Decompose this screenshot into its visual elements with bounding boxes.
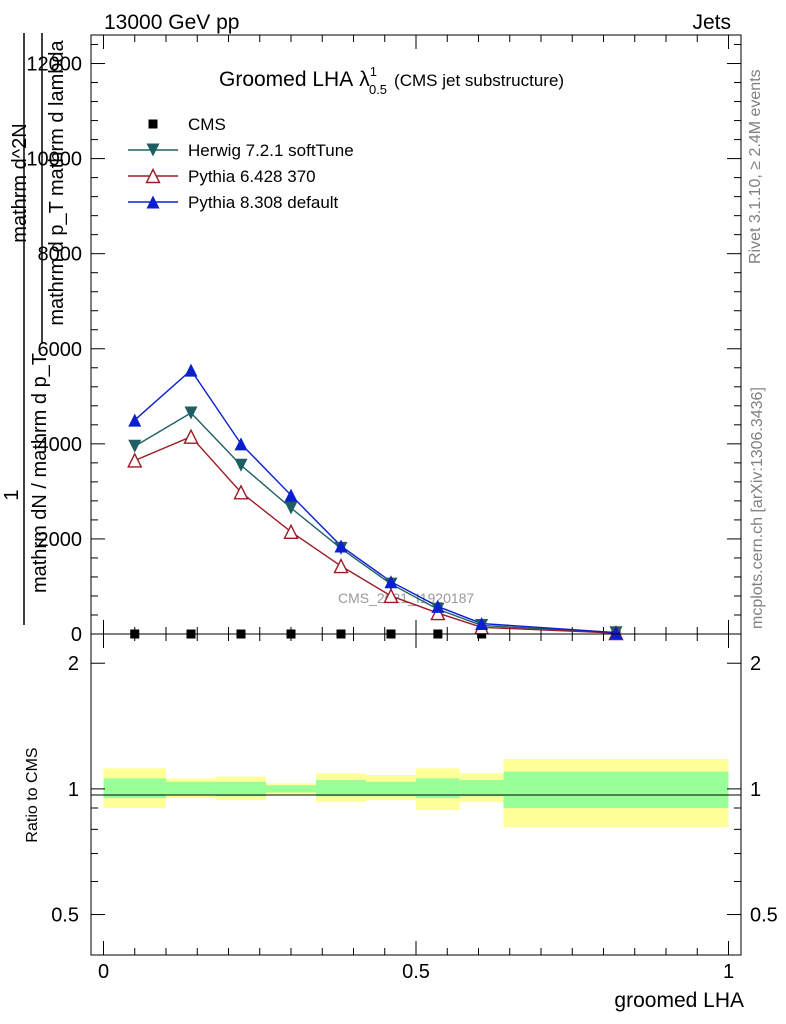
ratio-stat-band: [416, 778, 460, 799]
x-axis-label: groomed LHA: [614, 989, 744, 1012]
plot-title-sup: 1: [370, 64, 377, 79]
ratio-panel-frame: [90, 633, 742, 956]
ratio-stat-band: [503, 771, 729, 808]
series-1-point: [234, 458, 248, 472]
ratio-y-tick-label-right: 2: [750, 653, 761, 675]
series-3-point: [284, 488, 298, 502]
legend-marker: [146, 143, 160, 157]
ratio-stat-band: [166, 781, 216, 795]
series-2-point: [233, 484, 249, 500]
ratio-y-tick-label: 2: [68, 653, 79, 675]
main-y-tick-label: 4000: [38, 434, 83, 456]
series-2-point: [283, 523, 299, 539]
series-3-point: [334, 539, 348, 553]
ylabel-denominator-outer: mathrm dN / mathrm d p_T: [29, 353, 51, 593]
main-y-tick-label: 10000: [26, 149, 82, 171]
x-tick-label: 0.5: [402, 961, 430, 983]
legend-label: Pythia 6.428 370: [188, 167, 316, 186]
ratio-stat-band: [266, 785, 316, 793]
ylabel-numerator: mathrm d^2N: [9, 123, 31, 242]
analysis-category: Jets: [692, 11, 731, 34]
ratio-stat-band: [216, 781, 266, 797]
ratio-y-tick-label: 1: [68, 779, 79, 801]
ratio-stat-band: [316, 780, 366, 797]
ratio-y-tick-labels: 0.5 0.5 1 1 2 2: [51, 653, 778, 926]
legend-marker: [145, 167, 161, 184]
x-tick-label: 1: [723, 961, 734, 983]
legend-marker: [146, 195, 160, 209]
series-3-point: [384, 575, 398, 589]
series-3-point: [128, 413, 142, 427]
main-y-tick-label: 12000: [26, 54, 82, 76]
legend-label: Pythia 8.308 default: [188, 193, 339, 212]
plot-title: Groomed LHA λ1 0.5 (CMS jet substructure): [219, 64, 564, 97]
series-3-point: [184, 363, 198, 377]
series-2-point: [383, 587, 399, 604]
legend: CMS Herwig 7.2.1 softTune Pythia 6.428 370…: [128, 115, 354, 212]
main-y-tick-label: 6000: [38, 339, 83, 361]
ratio-y-tick-label: 0.5: [51, 905, 79, 927]
series-2-point: [333, 557, 349, 574]
ratio-y-tick-label-right: 0.5: [750, 905, 778, 927]
plot-title-suffix: (CMS jet substructure): [394, 71, 564, 90]
legend-marker: [148, 119, 158, 129]
series-1-point: [284, 501, 298, 515]
plot-title-sub: 0.5: [369, 82, 387, 97]
ratio-axis-ticks: [91, 662, 741, 956]
main-y-tick-label: 2000: [38, 529, 83, 551]
series-1-point: [128, 439, 142, 453]
series-2-point: [430, 605, 446, 621]
plot-title-lambda: λ: [359, 68, 370, 91]
series-1-point: [184, 406, 198, 420]
main-ylabel: 1 mathrm d^2N mathrm dN / mathrm d p_T m…: [1, 33, 68, 625]
ratio-stat-band: [103, 778, 166, 799]
series-3-point: [475, 617, 489, 631]
series-3-point: [431, 599, 445, 613]
x-tick-labels: 0 0.5 1: [98, 961, 734, 983]
collision-label: 13000 GeV pp: [104, 11, 239, 34]
series-3-point: [234, 437, 248, 451]
main-y-tick-label: 0: [71, 624, 82, 646]
ylabel-denominator-inner: mathrm d p_T mathrm d lambda: [46, 39, 68, 325]
main-y-tick-labels: 0 2000 4000 6000 8000 10000 12000: [26, 54, 82, 646]
mcplots-credit-label: mcplots.cern.ch [arXiv:1306.3436]: [749, 387, 766, 629]
ratio-y-tick-label-right: 1: [750, 779, 761, 801]
plot-title-main: Groomed LHA: [219, 68, 353, 91]
series-2-point: [183, 428, 199, 444]
main-axis-ticks: [91, 35, 741, 955]
ratio-stat-band: [366, 781, 416, 797]
ratio-uncertainty-bands: [103, 758, 729, 828]
legend-label: Herwig 7.2.1 softTune: [188, 141, 354, 160]
series-3-point: [609, 626, 623, 640]
ylabel-one: 1: [1, 489, 23, 500]
ratio-ylabel: Ratio to CMS: [24, 747, 41, 842]
main-y-tick-label: 8000: [38, 244, 83, 266]
x-tick-label: 0: [98, 961, 109, 983]
analysis-watermark: CMS_2021_I1920187: [338, 590, 474, 606]
rivet-version-label: Rivet 3.1.10, ≥ 2.4M events: [747, 69, 764, 264]
series-2-point: [127, 452, 143, 468]
legend-label: CMS: [188, 115, 226, 134]
ratio-stat-band: [459, 780, 504, 797]
